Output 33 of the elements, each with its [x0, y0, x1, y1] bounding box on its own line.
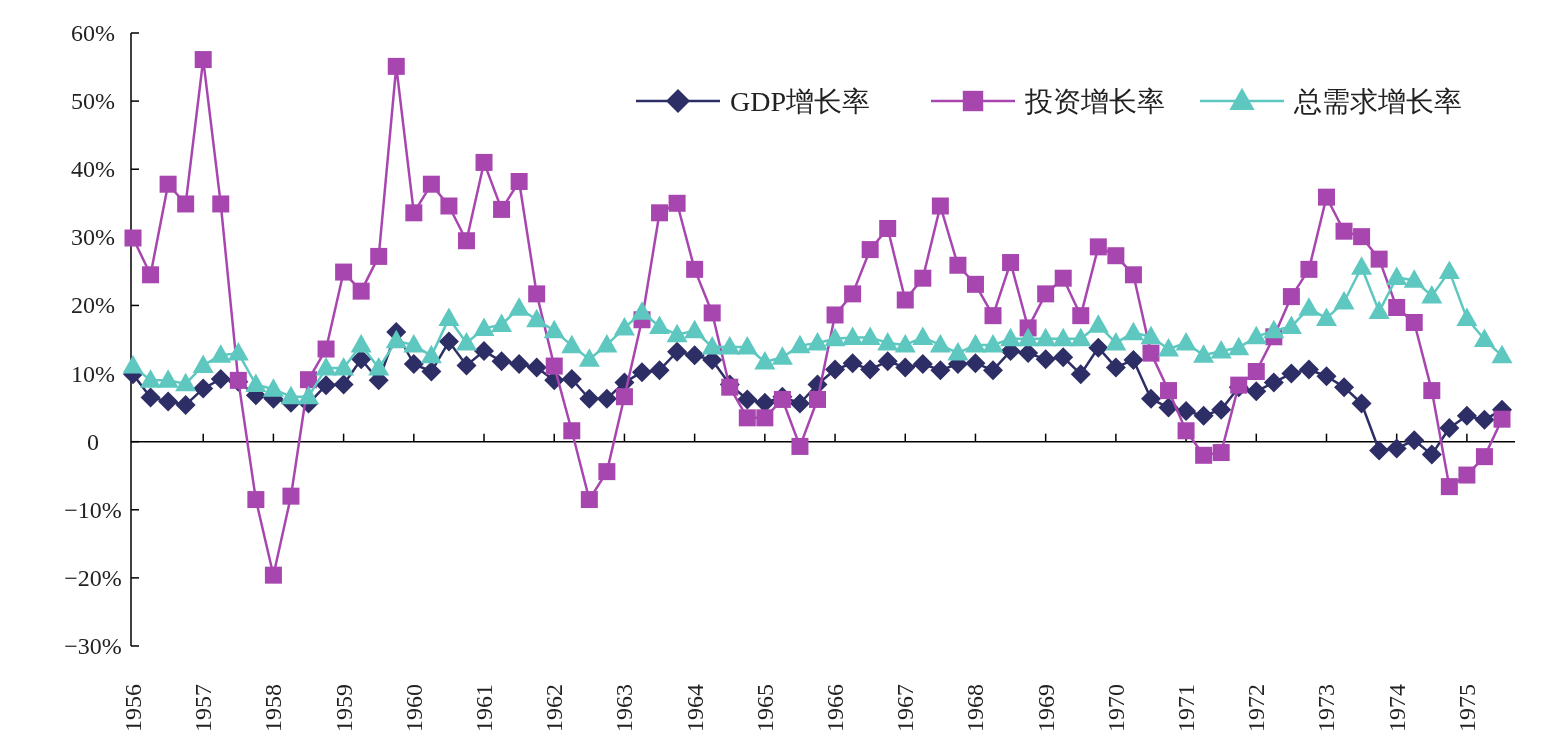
x-tick-label: 1966 [822, 684, 849, 732]
y-tick-label: −10% [64, 496, 122, 523]
legend-label: 投资增长率 [1024, 86, 1165, 117]
legend-label: 总需求增长率 [1293, 86, 1462, 117]
x-tick-label: 1975 [1453, 684, 1480, 732]
x-tick-label: 1959 [330, 684, 357, 732]
y-tick-label: 10% [71, 360, 115, 387]
x-tick-label: 1962 [541, 684, 568, 732]
x-tick-label: 1967 [892, 684, 919, 732]
x-tick-label: 1963 [611, 684, 638, 732]
legend-label: GDP增长率 [730, 86, 871, 117]
x-tick-label: 1960 [400, 684, 427, 732]
x-tick-label: 1957 [190, 684, 217, 732]
y-tick-label: −30% [64, 633, 122, 659]
y-tick-label: 0 [87, 428, 99, 455]
x-tick-label: 1971 [1173, 684, 1200, 732]
y-tick-label: 20% [71, 292, 115, 319]
x-tick-label: 1970 [1102, 684, 1129, 732]
x-tick-label: 1965 [751, 684, 778, 732]
y-tick-label: −20% [64, 564, 122, 591]
y-tick-label: 50% [71, 88, 115, 115]
x-tick-label: 1964 [681, 684, 708, 732]
x-tick-label: 1972 [1243, 684, 1270, 732]
x-tick-label: 1973 [1313, 684, 1340, 732]
x-tick-label: 1968 [962, 684, 989, 732]
x-tick-label: 1969 [1032, 684, 1059, 732]
y-tick-label: 30% [71, 224, 115, 251]
y-tick-label: 40% [71, 156, 115, 183]
x-tick-label: 1961 [471, 684, 498, 732]
x-tick-label: 1974 [1383, 684, 1410, 732]
x-tick-label: 1956 [120, 684, 146, 732]
x-tick-label: 1958 [260, 684, 287, 732]
y-tick-label: 60% [71, 20, 115, 46]
